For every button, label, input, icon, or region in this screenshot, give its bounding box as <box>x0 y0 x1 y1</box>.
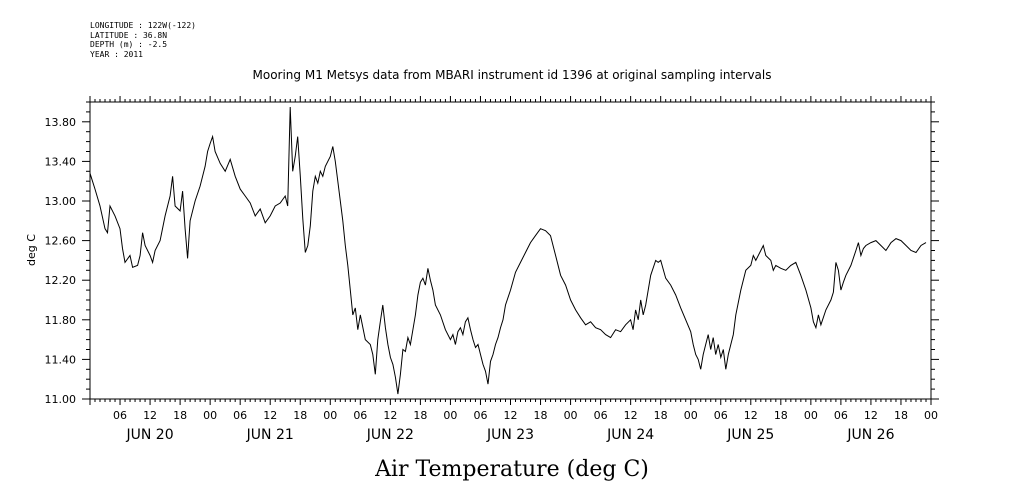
x-hour-tick-label: 18 <box>894 409 908 422</box>
x-hour-tick-label: 12 <box>624 409 638 422</box>
x-date-label: JUN 25 <box>726 427 774 443</box>
y-tick-label: 12.60 <box>45 235 77 248</box>
bottom-title: Air Temperature (deg C) <box>374 457 649 482</box>
station-metadata: LONGITUDE : 122W(-122) LATITUDE : 36.8N … <box>90 21 196 59</box>
x-hour-tick-label: 12 <box>744 409 758 422</box>
y-axis-label: deg C <box>25 234 38 266</box>
x-hour-tick-label: 00 <box>564 409 578 422</box>
x-date-label: JUN 22 <box>366 427 414 443</box>
y-tick-label: 13.80 <box>45 116 77 129</box>
x-hour-tick-label: 00 <box>924 409 938 422</box>
y-tick-label: 13.00 <box>45 195 77 208</box>
x-date-label: JUN 23 <box>486 427 534 443</box>
x-hour-tick-label: 06 <box>473 409 487 422</box>
chart-title: Mooring M1 Metsys data from MBARI instru… <box>253 68 772 82</box>
x-hour-tick-label: 06 <box>714 409 728 422</box>
x-hour-tick-label: 12 <box>864 409 878 422</box>
x-hour-tick-label: 12 <box>504 409 518 422</box>
x-hour-tick-label: 00 <box>203 409 217 422</box>
latitude-text: LATITUDE : 36.8N <box>90 30 168 40</box>
x-hour-tick-label: 18 <box>173 409 187 422</box>
axis-ticks <box>82 96 939 405</box>
x-hour-tick-label: 00 <box>443 409 457 422</box>
x-hour-tick-label: 18 <box>774 409 788 422</box>
x-hour-tick-label: 18 <box>654 409 668 422</box>
x-date-label: JUN 20 <box>126 427 174 443</box>
y-tick-label: 11.40 <box>45 353 77 366</box>
x-date-label: JUN 21 <box>246 427 294 443</box>
x-hour-tick-label: 06 <box>233 409 247 422</box>
depth-text: DEPTH (m) : -2.5 <box>90 40 168 49</box>
x-hour-tick-label: 06 <box>353 409 367 422</box>
axis-labels: 11.00 11.40 11.80 12.20 12.60 13.00 13.40 13.80… <box>45 116 939 443</box>
x-date-label: JUN 24 <box>606 427 654 443</box>
x-hour-tick-label: 00 <box>804 409 818 422</box>
air-temperature-series-line <box>89 106 927 395</box>
x-hour-tick-label: 06 <box>834 409 848 422</box>
x-hour-tick-label: 18 <box>534 409 548 422</box>
y-tick-label: 11.00 <box>45 393 77 406</box>
x-hour-tick-label: 00 <box>684 409 698 422</box>
y-tick-label: 12.20 <box>45 274 77 287</box>
x-hour-tick-label: 00 <box>323 409 337 422</box>
y-tick-label: 11.80 <box>45 314 77 327</box>
plot-frame <box>89 101 932 400</box>
x-hour-tick-label: 18 <box>293 409 307 422</box>
x-hour-tick-label: 12 <box>263 409 277 422</box>
y-tick-label: 13.40 <box>45 155 77 168</box>
x-hour-tick-label: 18 <box>413 409 427 422</box>
x-hour-tick-label: 06 <box>594 409 608 422</box>
x-hour-tick-label: 12 <box>143 409 157 422</box>
longitude-text: LONGITUDE : 122W(-122) <box>90 21 196 30</box>
x-hour-tick-label: 12 <box>383 409 397 422</box>
x-date-label: JUN 26 <box>846 427 894 443</box>
x-hour-tick-label: 06 <box>113 409 127 422</box>
year-text: YEAR : 2011 <box>90 49 143 59</box>
